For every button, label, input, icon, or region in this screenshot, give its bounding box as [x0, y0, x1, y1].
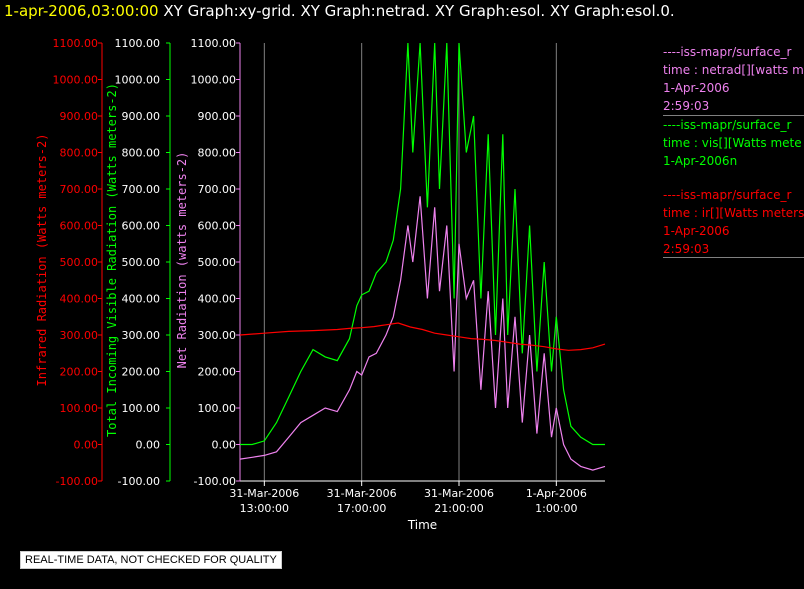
window-title: 1-apr-2006,03:00:00 XY Graph:xy-grid. XY…: [4, 2, 675, 20]
y-tick-label: 400.00: [60, 293, 99, 306]
y-tick-label: 300.00: [198, 329, 237, 342]
y-tick-label: 300.00: [122, 329, 161, 342]
legend-variable: time : netrad[][watts me: [663, 63, 804, 77]
y-tick-label: 300.00: [60, 329, 99, 342]
legend-variable: time : ir[][Watts meters: [663, 206, 804, 220]
legend-source: ----iss-mapr/surface_r: [663, 45, 792, 59]
y-tick-label: -100.00: [194, 475, 236, 488]
legend-vis: ----iss-mapr/surface_r time : vis[][Watt…: [663, 116, 804, 170]
y-tick-label: 200.00: [122, 366, 161, 379]
y-tick-label: 600.00: [60, 220, 99, 233]
graph-list-label: XY Graph:xy-grid. XY Graph:netrad. XY Gr…: [158, 2, 675, 20]
y-tick-label: -100.00: [56, 475, 98, 488]
legend-source: ----iss-mapr/surface_r: [663, 118, 792, 132]
series-line-netrad: [239, 196, 606, 471]
y-tick-label: 600.00: [122, 220, 161, 233]
y-axis-title: Infrared Radiation (Watts meters-2): [35, 134, 49, 387]
y-tick-label: 0.00: [136, 439, 161, 452]
quality-notice: REAL-TIME DATA, NOT CHECKED FOR QUALITY: [20, 551, 282, 569]
y-tick-label: 900.00: [122, 110, 161, 123]
y-tick-label: 600.00: [198, 220, 237, 233]
y-tick-label: -100.00: [118, 475, 160, 488]
y-tick-label: 200.00: [198, 366, 237, 379]
x-tick-label: 17:00:00: [337, 502, 386, 515]
x-tick-label: 13:00:00: [240, 502, 289, 515]
x-axis-title: Time: [407, 518, 437, 532]
x-tick-label: 31-Mar-2006: [229, 487, 299, 500]
legend-date: 1-Apr-2006n: [663, 154, 738, 168]
y-tick-label: 1000.00: [191, 74, 237, 87]
y-tick-label: 1000.00: [115, 74, 161, 87]
x-tick-label: 1:00:00: [535, 502, 577, 515]
legend-time: 2:59:03: [663, 99, 710, 113]
x-tick-label: 31-Mar-2006: [327, 487, 397, 500]
y-tick-label: 800.00: [60, 147, 99, 160]
y-tick-label: 900.00: [198, 110, 237, 123]
y-tick-label: 200.00: [60, 366, 99, 379]
y-tick-label: 0.00: [212, 439, 237, 452]
y-tick-label: 0.00: [74, 439, 99, 452]
series-line-ir: [239, 322, 606, 351]
y-tick-label: 500.00: [122, 256, 161, 269]
legend-netrad: ----iss-mapr/surface_r time : netrad[][w…: [663, 43, 804, 115]
legend-date: 1-Apr-2006: [663, 224, 730, 238]
y-tick-label: 700.00: [198, 183, 237, 196]
series-line-vis: [240, 42, 605, 446]
y-tick-label: 700.00: [122, 183, 161, 196]
y-tick-label: 500.00: [60, 256, 99, 269]
y-tick-label: 400.00: [198, 293, 237, 306]
y-tick-label: 500.00: [198, 256, 237, 269]
y-tick-label: 400.00: [122, 293, 161, 306]
legend-date: 1-Apr-2006: [663, 81, 730, 95]
legend-variable: time : vis[][Watts mete: [663, 136, 802, 150]
y-axis-title: Net Radiation (watts meters-2): [175, 152, 189, 369]
legend-divider: [663, 257, 804, 258]
y-tick-label: 800.00: [122, 147, 161, 160]
legend-time: 2:59:03: [663, 242, 710, 256]
y-tick-label: 1100.00: [53, 37, 99, 50]
y-tick-label: 1100.00: [191, 37, 237, 50]
y-tick-label: 100.00: [60, 402, 99, 415]
y-tick-label: 100.00: [122, 402, 161, 415]
x-tick-label: 31-Mar-2006: [424, 487, 494, 500]
x-tick-label: 21:00:00: [434, 502, 483, 515]
legend-ir: ----iss-mapr/surface_r time : ir[][Watts…: [663, 186, 804, 258]
legend-source: ----iss-mapr/surface_r: [663, 188, 792, 202]
y-tick-label: 900.00: [60, 110, 99, 123]
y-tick-label: 700.00: [60, 183, 99, 196]
y-tick-label: 1000.00: [53, 74, 99, 87]
y-axis-title: Total Incoming Visible Radiation (Watts …: [105, 83, 119, 437]
y-tick-label: 100.00: [198, 402, 237, 415]
y-tick-label: 800.00: [198, 147, 237, 160]
y-tick-label: 1100.00: [115, 37, 161, 50]
legend-divider: [663, 115, 804, 116]
x-tick-label: 1-Apr-2006: [526, 487, 587, 500]
timestamp-label: 1-apr-2006,03:00:00: [4, 2, 159, 20]
